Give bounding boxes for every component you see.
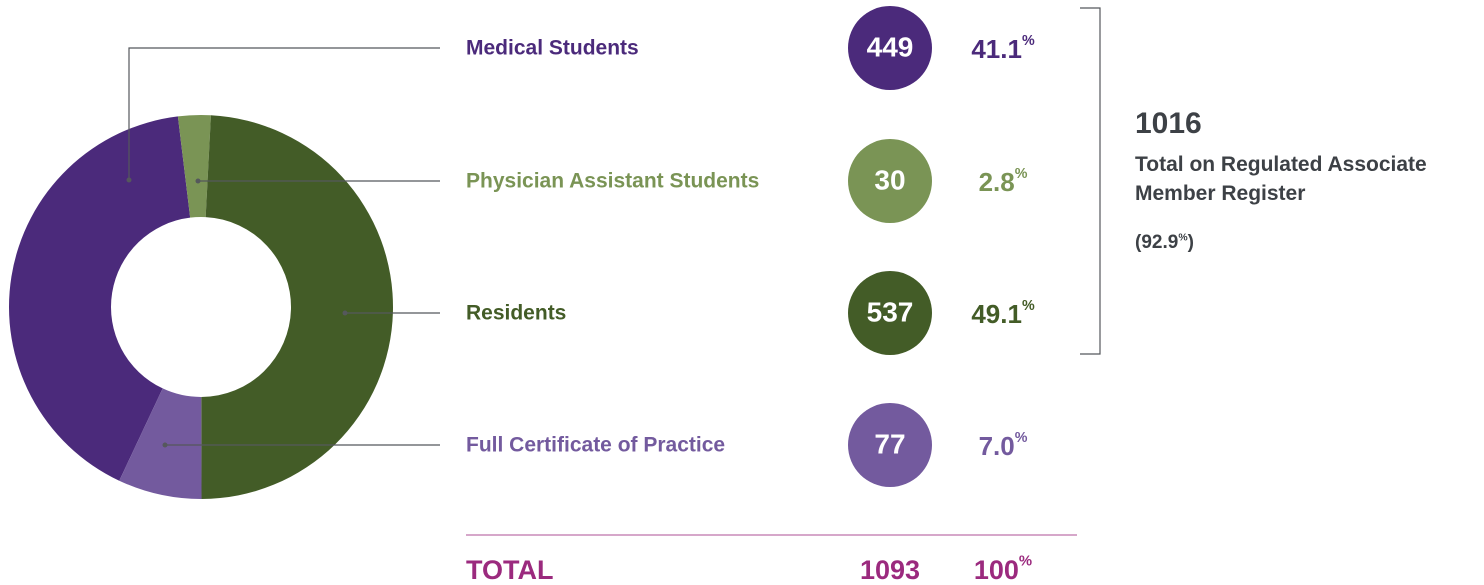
slice (177, 115, 211, 218)
category-label: Full Certificate of Practice (466, 434, 725, 457)
count-label: 30 (874, 164, 905, 195)
total-value: 1093 (860, 555, 920, 585)
count-badge (848, 6, 932, 90)
category-label: Medical Students (466, 37, 639, 60)
leader-dot (126, 177, 132, 183)
category-label: Residents (466, 302, 566, 325)
count-badge (848, 403, 932, 487)
count-badge (848, 139, 932, 223)
donut (8, 115, 394, 499)
count-label: 537 (867, 296, 914, 327)
percent-label: 2.8% (979, 166, 1028, 197)
category-label: Physician Assistant Students (466, 170, 759, 193)
leader-dot (342, 310, 348, 316)
total-label: TOTAL (466, 555, 554, 585)
rows: Medical Students 449 41.1% Physician Assist… (466, 6, 1035, 585)
slice (8, 116, 191, 481)
slice (201, 115, 394, 499)
leader-dot (162, 442, 168, 448)
count-badge (848, 271, 932, 355)
percent-label: 41.1% (971, 33, 1035, 64)
total-percent: 100% (974, 554, 1032, 585)
register-share: (92.9%) (1135, 232, 1194, 253)
leader-line (128, 47, 440, 180)
count-label: 449 (867, 31, 914, 62)
register-summary: 1016 Total on Regulated Associate Member… (1135, 104, 1480, 254)
percent-label: 49.1% (971, 298, 1035, 329)
count-label: 77 (874, 428, 905, 459)
register-text: Total on Regulated Associate Member Regi… (1135, 153, 1427, 205)
percent-label: 7.0% (979, 430, 1028, 461)
leader-dot (195, 178, 201, 184)
register-total: 1016 (1135, 107, 1202, 140)
leader-lines (126, 47, 440, 448)
slice (119, 388, 202, 499)
bracket (1080, 7, 1101, 355)
